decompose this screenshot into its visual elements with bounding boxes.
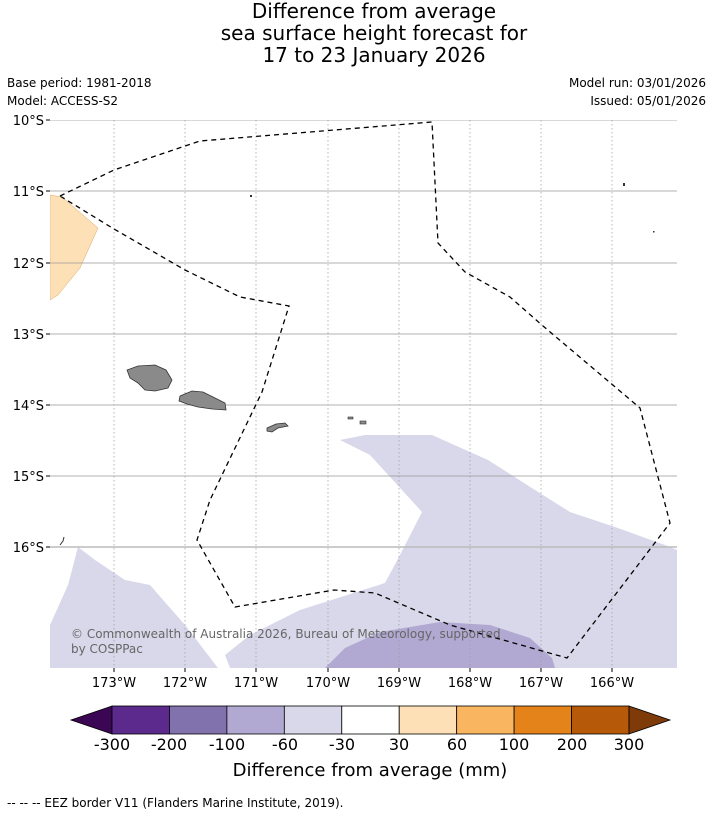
base-period: Base period: 1981-2018 xyxy=(7,76,152,90)
meta-right: Model run: 03/01/2026 Issued: 05/01/2026 xyxy=(569,74,706,110)
lon-label: 171°W xyxy=(234,676,278,691)
title-line-3: 17 to 23 January 2026 xyxy=(262,43,486,67)
colorbar-tick-labels: -300 -200 -100 -60 -30 30 60 100 200 300 xyxy=(0,735,713,755)
lon-label: 168°W xyxy=(448,676,492,691)
colorbar-tick: 60 xyxy=(446,735,468,754)
colorbar-cell xyxy=(341,705,400,735)
colorbar-cell xyxy=(571,705,630,735)
lat-label: 16°S xyxy=(13,541,44,556)
lat-label: 13°S xyxy=(13,328,44,343)
lon-label: 169°W xyxy=(377,676,421,691)
colorbar-tick: -200 xyxy=(150,735,188,754)
copyright-line-2: by COSPPac xyxy=(71,642,143,656)
latitude-labels: 10°S 11°S 12°S 13°S 14°S 15°S 16°S xyxy=(13,114,44,556)
colorbar-over-arrow xyxy=(628,705,672,735)
band-light-purple-west xyxy=(50,547,218,668)
map-title: Difference from average sea surface heig… xyxy=(0,0,713,66)
meta-left: Base period: 1981-2018 Model: ACCESS-S2 xyxy=(7,74,152,110)
lat-label: 10°S xyxy=(13,114,44,129)
copyright-line-1: © Commonwealth of Australia 2026, Bureau… xyxy=(71,627,501,641)
title-line-1: Difference from average xyxy=(251,0,497,23)
manua-island-2 xyxy=(359,420,367,425)
tutuila-island xyxy=(266,422,289,433)
model-run: Model run: 03/01/2026 xyxy=(568,76,706,90)
lat-label: 12°S xyxy=(13,257,44,272)
swains-island xyxy=(250,195,252,197)
grid-lines xyxy=(50,120,677,668)
lon-label: 172°W xyxy=(163,676,207,691)
map-plot-area xyxy=(50,120,677,668)
longitude-ticks xyxy=(113,668,613,672)
longitude-labels: 173°W 172°W 171°W 170°W 169°W 168°W 167°… xyxy=(92,676,634,691)
tokelau-islet-1 xyxy=(623,183,625,186)
colorbar-tick: 30 xyxy=(388,735,410,754)
eez-footnote: -- -- -- EEZ border V11 (Flanders Marine… xyxy=(7,796,344,810)
colorbar-tick: 100 xyxy=(498,735,530,754)
colorbar-tick: -30 xyxy=(328,735,356,754)
colorbar-tick: -100 xyxy=(208,735,246,754)
lat-label: 11°S xyxy=(13,185,44,200)
lon-label: 167°W xyxy=(519,676,563,691)
colorbar-tick: 300 xyxy=(613,735,645,754)
issued-date: Issued: 05/01/2026 xyxy=(590,94,706,108)
tokelau-islet-2 xyxy=(653,231,655,233)
band-mid-purple-south xyxy=(325,622,555,668)
model-name: Model: ACCESS-S2 xyxy=(7,94,119,108)
colorbar-cell xyxy=(456,705,515,735)
lon-label: 166°W xyxy=(590,676,634,691)
colorbar-label: Difference from average (mm) xyxy=(232,760,508,781)
colorbar-cell xyxy=(513,705,572,735)
savaii-island xyxy=(126,364,173,392)
lat-label: 15°S xyxy=(13,470,44,485)
colorbar-tick: 200 xyxy=(556,735,588,754)
title-line-2: sea surface height forecast for xyxy=(220,21,528,45)
colorbar xyxy=(69,705,672,735)
wallis-islet xyxy=(59,536,65,546)
lat-label: 14°S xyxy=(13,399,44,414)
colorbar-cell xyxy=(283,705,343,735)
colorbar-cell xyxy=(398,705,458,735)
manua-island-1 xyxy=(347,416,354,420)
band-light-purple-east xyxy=(225,435,677,668)
upolu-island xyxy=(178,390,227,411)
lon-label: 173°W xyxy=(92,676,136,691)
colorbar-cell xyxy=(226,705,285,735)
colorbar-cell xyxy=(169,705,228,735)
colorbar-cell xyxy=(111,705,170,735)
colorbar-under-arrow xyxy=(69,705,113,735)
colorbar-tick: -300 xyxy=(93,735,131,754)
lon-label: 170°W xyxy=(306,676,350,691)
colorbar-tick: -60 xyxy=(271,735,299,754)
latitude-ticks xyxy=(46,119,50,548)
